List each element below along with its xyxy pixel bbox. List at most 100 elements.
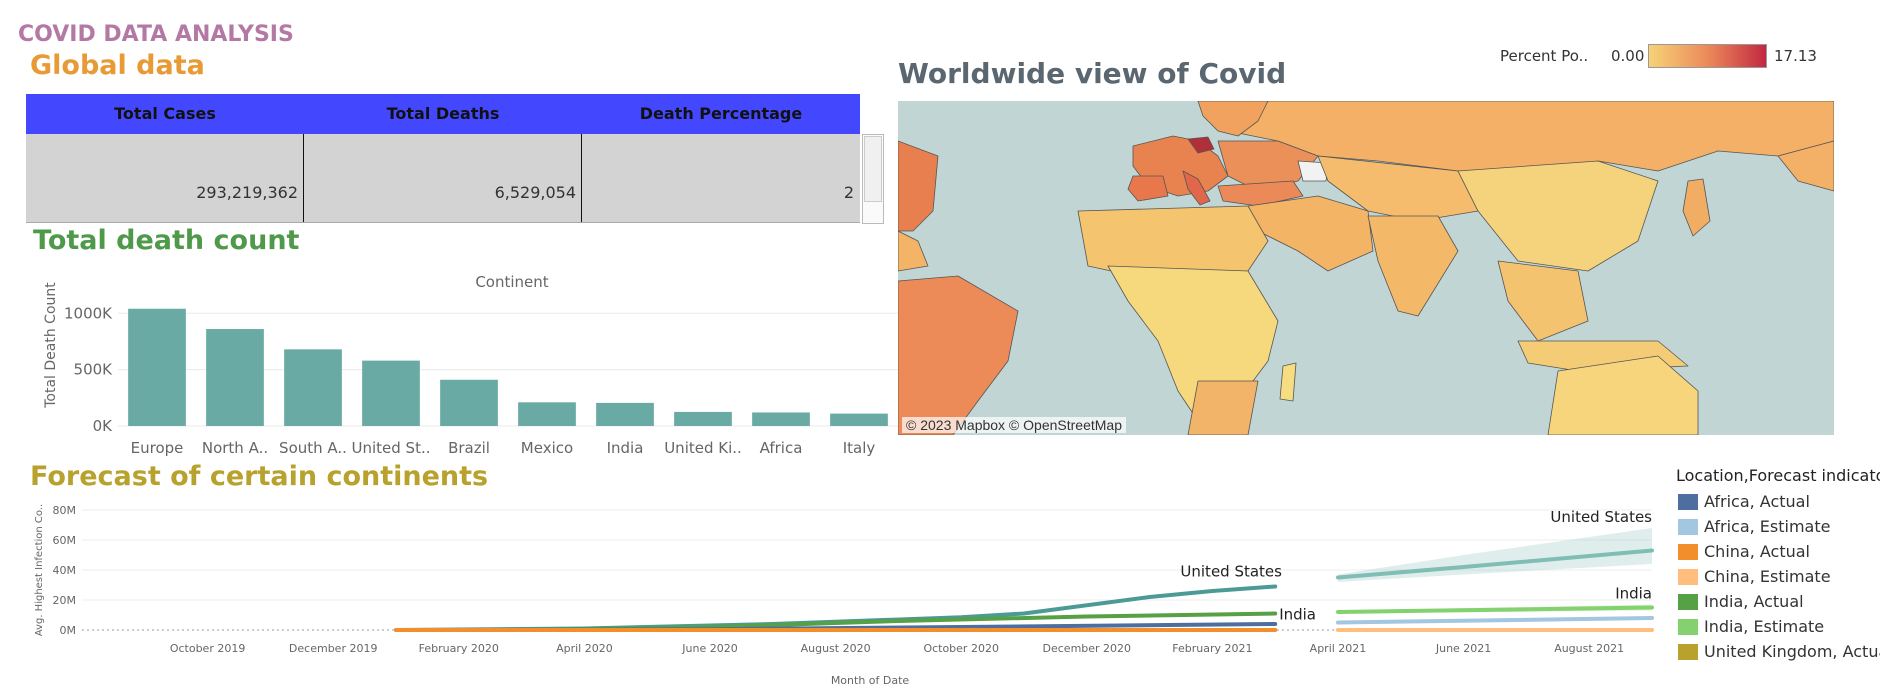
legend-label: Africa, Actual xyxy=(1704,492,1810,511)
percent-legend-max: 17.13 xyxy=(1774,47,1817,65)
line-y-tick-label: 0M xyxy=(60,624,77,637)
bar-united-st-[interactable] xyxy=(362,360,420,426)
forecast-legend-title: Location,Forecast indicator xyxy=(1676,466,1880,485)
map-region-far-east xyxy=(1777,140,1834,192)
legend-swatch xyxy=(1678,644,1698,660)
line-x-tick-label: April 2021 xyxy=(1310,642,1367,655)
series-label: India xyxy=(1279,606,1316,624)
line-x-tick-label: June 2020 xyxy=(681,642,737,655)
bar-x-tick-label: Europe xyxy=(131,439,184,457)
legend-swatch xyxy=(1678,569,1698,585)
bar-south-a-[interactable] xyxy=(284,349,342,426)
global-data-table: Total Cases Total Deaths Death Percentag… xyxy=(26,94,860,223)
world-map-canvas[interactable] xyxy=(898,101,1834,435)
map-region-africa-south xyxy=(1187,380,1259,435)
cell-total-deaths[interactable]: 6,529,054 xyxy=(304,134,582,222)
bar-y-ticks: 0K 500K 1000K xyxy=(64,304,113,435)
bar-chart-title: Continent xyxy=(475,273,548,291)
total-cases-value: 293,219,362 xyxy=(196,183,298,202)
map-region-southeast-asia xyxy=(1497,260,1589,342)
legend-swatch xyxy=(1678,544,1698,560)
bar-europe[interactable] xyxy=(128,308,186,426)
series-line-united-states-estimate[interactable] xyxy=(1336,548,1654,580)
bar-y-tick-label: 1000K xyxy=(64,304,113,322)
line-x-tick-label: December 2020 xyxy=(1043,642,1132,655)
series-label: United States xyxy=(1180,563,1282,581)
map-region-czechia xyxy=(1187,136,1215,154)
column-header-total-deaths[interactable]: Total Deaths xyxy=(386,104,500,123)
bar-x-tick-label: North A.. xyxy=(202,439,268,457)
line-x-axis-label: Month of Date xyxy=(831,674,910,687)
death-percentage-value: 2 xyxy=(843,183,854,202)
bar-y-tick-label: 0K xyxy=(93,417,114,435)
map-region-china xyxy=(1457,160,1659,272)
map-region-europe-east xyxy=(1217,140,1319,192)
line-y-tick-label: 80M xyxy=(53,504,77,517)
legend-swatch xyxy=(1678,494,1698,510)
forecast-band xyxy=(1338,528,1652,582)
bar-africa[interactable] xyxy=(752,412,810,426)
legend-label: China, Estimate xyxy=(1704,567,1831,586)
global-table-row: 293,219,362 6,529,054 2 xyxy=(26,134,860,223)
cell-death-percentage[interactable]: 2 xyxy=(582,134,860,222)
series-label: India xyxy=(1615,585,1652,603)
legend-swatch xyxy=(1678,594,1698,610)
map-region-iberia xyxy=(1127,175,1169,202)
line-x-ticks: October 2019 December 2019 February 2020 Ap… xyxy=(170,642,1624,655)
total-deaths-value: 6,529,054 xyxy=(494,183,576,202)
line-x-tick-label: December 2019 xyxy=(289,642,378,655)
series-line-india-estimate[interactable] xyxy=(1336,605,1654,614)
bar-marks xyxy=(128,308,888,426)
column-divider xyxy=(303,134,304,222)
scrollbar-thumb[interactable] xyxy=(864,136,882,202)
world-map[interactable]: © 2023 Mapbox © OpenStreetMap xyxy=(898,101,1834,435)
legend-label: China, Actual xyxy=(1704,542,1810,561)
table-scrollbar[interactable] xyxy=(862,134,884,224)
legend-label: Africa, Estimate xyxy=(1704,517,1831,536)
bar-x-tick-label: Mexico xyxy=(521,439,573,457)
bar-united-ki-[interactable] xyxy=(674,411,732,426)
forecast-title: Forecast of certain continents xyxy=(30,461,489,492)
bar-north-a-[interactable] xyxy=(206,329,264,426)
column-header-death-percentage[interactable]: Death Percentage xyxy=(639,104,803,123)
global-table-header: Total Cases Total Deaths Death Percentag… xyxy=(26,94,860,134)
map-region-central-america xyxy=(898,230,929,272)
death-count-title: Total death count xyxy=(33,225,300,256)
map-region-italy xyxy=(1182,170,1211,206)
line-series xyxy=(394,548,1654,632)
series-label: United States xyxy=(1550,508,1652,526)
bar-italy[interactable] xyxy=(830,413,888,426)
forecast-line-chart: Avg. Highest Infection Co.. Month of Dat… xyxy=(34,504,1654,687)
bar-brazil[interactable] xyxy=(440,379,498,426)
column-divider xyxy=(581,134,582,222)
legend-label: India, Estimate xyxy=(1704,617,1825,636)
map-region-north-america-east xyxy=(898,140,939,232)
legend-swatch xyxy=(1678,519,1698,535)
bar-x-tick-label: United Ki.. xyxy=(664,439,742,457)
line-y-tick-label: 60M xyxy=(53,534,77,547)
map-region-japan xyxy=(1682,178,1711,237)
legend-label: United Kingdom, Actual xyxy=(1704,642,1880,661)
percent-legend-min: 0.00 xyxy=(1611,47,1645,65)
series-line-africa-estimate[interactable] xyxy=(1336,616,1654,625)
bar-x-tick-label: India xyxy=(607,439,644,457)
line-y-ticks: 0M 20M 40M 60M 80M xyxy=(53,504,77,637)
bar-x-tick-label: Italy xyxy=(843,439,876,457)
column-header-total-cases[interactable]: Total Cases xyxy=(114,104,216,123)
percent-color-ramp xyxy=(1648,44,1767,68)
line-x-tick-label: August 2021 xyxy=(1554,642,1624,655)
map-credit[interactable]: © 2023 Mapbox © OpenStreetMap xyxy=(902,417,1126,433)
bar-x-tick-label: United St.. xyxy=(352,439,431,457)
line-x-tick-label: August 2020 xyxy=(801,642,871,655)
forecast-bands xyxy=(1338,528,1652,614)
map-region-madagascar xyxy=(1279,362,1297,402)
map-region-australia xyxy=(1547,355,1699,435)
bar-x-ticks: Europe North A.. South A.. United St.. Brazi… xyxy=(131,439,876,457)
global-data-title: Global data xyxy=(30,50,205,81)
percent-legend-label: Percent Po.. xyxy=(1500,47,1589,65)
cell-total-cases[interactable]: 293,219,362 xyxy=(26,134,304,222)
bar-mexico[interactable] xyxy=(518,402,576,426)
line-x-tick-label: October 2019 xyxy=(170,642,246,655)
line-x-tick-label: February 2021 xyxy=(1172,642,1252,655)
bar-india[interactable] xyxy=(596,402,654,426)
